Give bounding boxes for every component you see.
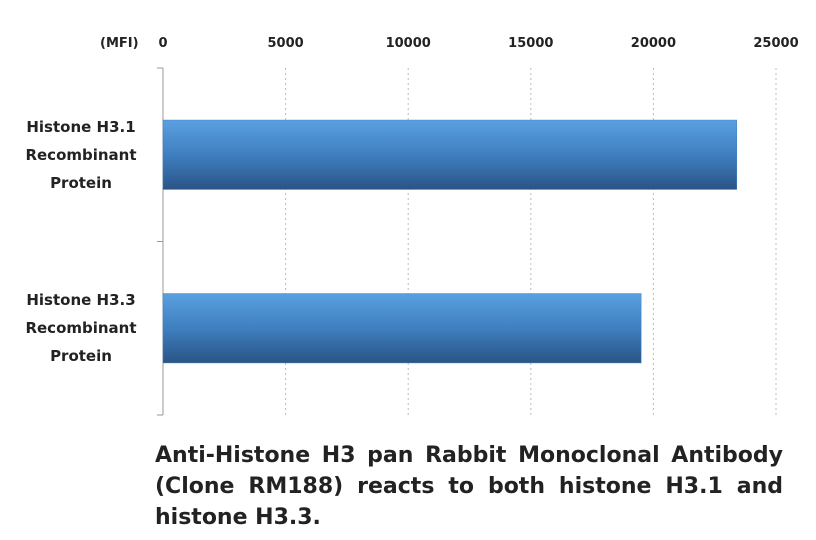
x-tick-label: 10000 (385, 36, 431, 51)
x-tick-label: 25000 (753, 36, 799, 51)
caption: Anti-Histone H3 pan Rabbit Monoclonal An… (155, 443, 783, 530)
x-tick-label: 15000 (508, 36, 554, 51)
x-tick-label: 5000 (267, 36, 304, 51)
category-label: Histone H3.1 Recombinant Protein (25, 117, 137, 192)
x-tick-label: 0 (158, 36, 168, 51)
x-axis-label: (MFI) (100, 36, 139, 51)
category-label: Histone H3.3 Recombinant Protein (25, 291, 137, 366)
bar (162, 119, 738, 190)
bar (162, 293, 642, 364)
x-tick-label: 20000 (630, 36, 677, 51)
